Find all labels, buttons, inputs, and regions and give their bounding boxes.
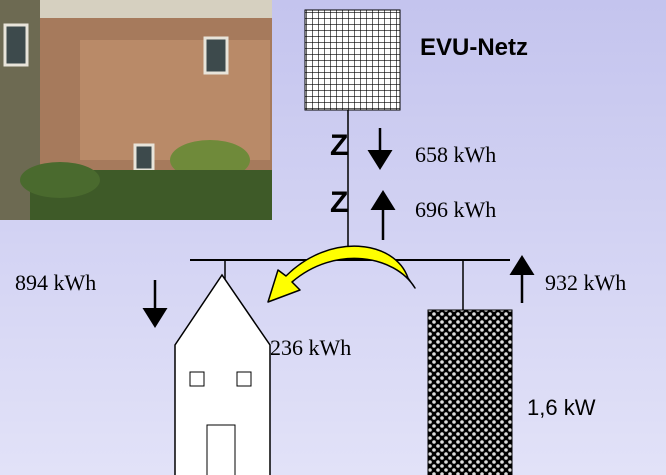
window [236, 371, 252, 387]
window [189, 371, 205, 387]
house [174, 273, 271, 475]
pv-module [427, 309, 513, 475]
meter-value: 658 kWh [415, 142, 496, 167]
pv-power: 1,6 kW [527, 395, 596, 420]
meter-symbol: Z [330, 129, 348, 162]
door [206, 424, 236, 475]
grid-label: EVU-Netz [420, 34, 528, 61]
self-consumption: 236 kWh [270, 335, 351, 360]
meter-symbol: Z [330, 186, 348, 219]
self-consumption-arrow [267, 245, 416, 303]
grid-box [304, 9, 401, 111]
pv-production: 932 kWh [545, 270, 626, 295]
photo [0, 0, 272, 220]
house-consumption: 894 kWh [15, 270, 96, 295]
meter-value: 696 kWh [415, 197, 496, 222]
